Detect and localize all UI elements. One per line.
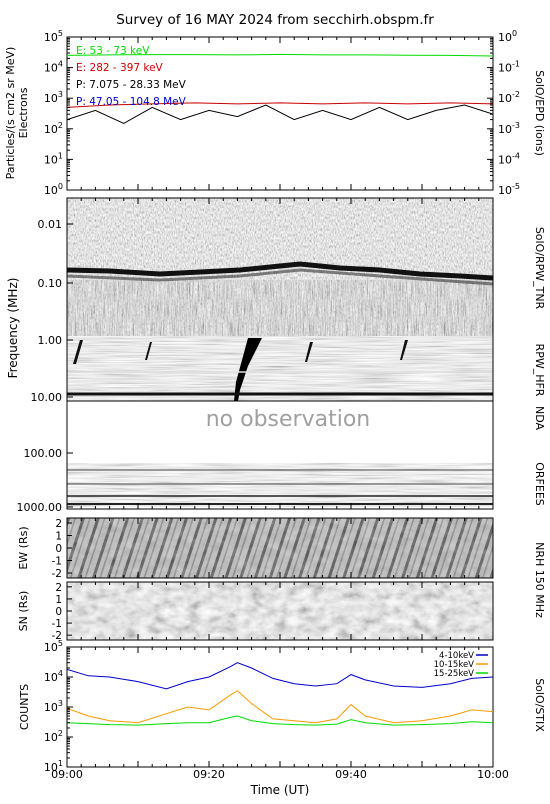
epd-panel: 100 101 102 103 104 105 10-5 10-4 10-3 10-2 10-1 10… [4, 29, 546, 197]
radio-ytick-label: 0.01 [38, 218, 63, 231]
tnr-plasma-line-shadow [66, 268, 494, 286]
epd-y2tick-label: 10-4 [498, 151, 520, 166]
time-tick-label: 09:00 [51, 768, 83, 781]
time-axis-label: Time (UT) [250, 783, 310, 797]
epd-ylabel-2: Electrons [17, 87, 30, 138]
radio-ylabel: Frequency (MHz) [6, 278, 20, 379]
stix-ytick-label: 102 [44, 729, 63, 744]
tnr-lower-texture [67, 280, 493, 336]
epd-y2tick-label: 10-5 [498, 182, 520, 197]
stix-ytick-label: 104 [44, 669, 63, 684]
nrh-ytick-label: 1 [55, 531, 62, 543]
radio-ytick-label: 1000.00 [17, 501, 63, 514]
nrh-right-label: NRH 150 MHz [533, 542, 546, 618]
stix-right-label: SolO/STIX [533, 678, 546, 732]
nda-no-observation: no observation [206, 407, 371, 432]
stix-frame [66, 646, 494, 768]
stix-legend-label-2: 15-25keV [434, 669, 475, 679]
epd-y2tick-label: 10-3 [498, 121, 520, 136]
epd-ytick-label: 103 [44, 90, 63, 105]
radio-panel: no observation 0.01 0.10 1.00 10.00 100.00 10… [6, 197, 546, 514]
stix-series-line-0 [67, 662, 493, 690]
radio-ytick-label: 1.00 [38, 334, 63, 347]
nrh-ytick-label: -2 [52, 630, 62, 642]
nrh-ytick-label: 2 [55, 582, 62, 594]
nrh-sn-image [67, 582, 493, 640]
epd-ytick-label: 105 [44, 29, 63, 44]
nrh-ytick-label: -1 [52, 556, 62, 568]
epd-ytick-label: 104 [44, 60, 63, 75]
stix-series-line-2 [67, 715, 493, 726]
time-tick-label: 09:20 [193, 768, 225, 781]
time-tick-label: 09:40 [335, 768, 367, 781]
epd-series-line-1 [67, 102, 493, 108]
stix-legend-label-1: 10-15keV [434, 660, 475, 670]
nrh-ytick-label: 1 [55, 594, 62, 606]
band-label-hfr: RPW_HFR [533, 344, 546, 397]
nrh-ytick-label: 0 [55, 606, 62, 618]
nrh-ytick-label: 2 [55, 518, 62, 530]
epd-ytick-label: 101 [44, 151, 63, 166]
radio-ytick-label: 100.00 [24, 447, 63, 460]
radio-ytick-label: 10.00 [31, 391, 63, 404]
epd-ytick-label: 102 [44, 121, 63, 136]
epd-ylabel-1: Particles/(s cm2 sr MeV) [4, 47, 17, 180]
stix-legend-label-0: 4-10keV [439, 651, 474, 661]
nrh-ytick-label: 0 [55, 543, 62, 555]
hfr-spectrogram [67, 336, 493, 401]
epd-legend-entry-1: E: 282 - 397 keV [76, 62, 164, 74]
nrh-sn-ylabel: SN (Rs) [17, 591, 30, 632]
nrh-ew-ylabel: EW (Rs) [17, 526, 30, 569]
nrh-ytick-label: -1 [52, 618, 62, 630]
nrh-ytick-label: -2 [52, 568, 62, 580]
epd-legend-entry-0: E: 53 - 73 keV [76, 45, 150, 57]
time-tick-label: 10:00 [477, 768, 509, 781]
radio-ytick-label: 0.10 [38, 277, 63, 290]
epd-y2tick-label: 10-2 [498, 90, 520, 105]
band-label-orfees: ORFEES [533, 462, 546, 506]
epd-y2tick-label: 10-1 [498, 60, 520, 75]
epd-series-line-2 [67, 104, 493, 124]
epd-y2tick-label: 100 [498, 29, 517, 44]
tnr-plasma-line [66, 261, 494, 281]
epd-legend-entry-3: P: 47.05 - 104.8 MeV [76, 96, 187, 108]
chart-title: Survey of 16 MAY 2024 from secchirh.obsp… [116, 12, 434, 28]
stix-series-line-1 [67, 690, 493, 724]
stix-ytick-label: 105 [44, 639, 63, 654]
epd-series-line-0 [67, 53, 493, 57]
stix-ytick-label: 103 [44, 699, 63, 714]
nrh-ew-noise [67, 518, 493, 578]
hfr-type-iii-burst [234, 338, 262, 401]
epd-right-label: SolO/EPD (ions) [533, 70, 546, 156]
epd-frame [66, 36, 494, 191]
epd-ytick-label: 100 [44, 182, 63, 197]
epd-legend-entry-2: P: 7.075 - 28.33 MeV [76, 79, 187, 91]
stix-ylabel: COUNTS [18, 684, 31, 730]
band-label-nda: NDA [533, 406, 546, 431]
band-label-tnr: SolO/RPW_TNR [533, 227, 546, 310]
